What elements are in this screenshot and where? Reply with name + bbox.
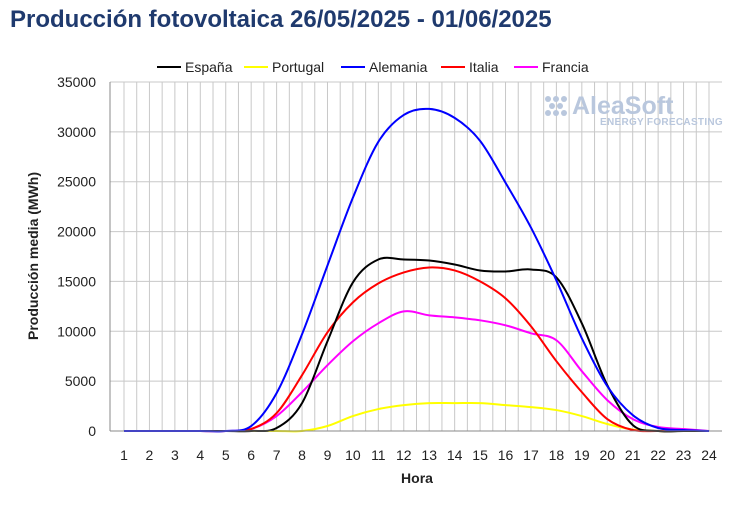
x-tick-label: 24 [701, 447, 717, 463]
logo-tagline: ENERGY FORECASTING [600, 117, 723, 128]
y-tick-label: 20000 [57, 224, 96, 240]
x-tick-label: 14 [447, 447, 463, 463]
x-tick-label: 22 [650, 447, 666, 463]
grid-lines [110, 81, 722, 432]
y-tick-label: 0 [88, 423, 96, 439]
x-tick-label: 21 [625, 447, 641, 463]
axes [109, 82, 722, 432]
x-tick-label: 5 [222, 447, 230, 463]
x-tick-label: 7 [273, 447, 281, 463]
x-tick-label: 19 [574, 447, 590, 463]
chart-title: Producción fotovoltaica 26/05/2025 - 01/… [10, 6, 552, 33]
x-tick-label: 13 [421, 447, 437, 463]
logo-dots-icon [545, 96, 567, 116]
x-tick-label: 12 [396, 447, 412, 463]
legend-label: Francia [542, 59, 589, 75]
legend-label: España [185, 59, 233, 75]
y-tick-labels: 0 5000 10000 15000 20000 25000 30000 35000 [57, 74, 96, 439]
x-tick-label: 20 [599, 447, 615, 463]
x-tick-label: 17 [523, 447, 539, 463]
legend-label: Portugal [272, 59, 324, 75]
x-tick-label: 18 [549, 447, 565, 463]
x-tick-label: 9 [324, 447, 332, 463]
y-tick-label: 10000 [57, 323, 96, 339]
x-tick-label: 15 [472, 447, 488, 463]
x-tick-label: 4 [196, 447, 204, 463]
y-axis-label: Producción media (MWh) [25, 172, 41, 340]
x-tick-label: 1 [120, 447, 128, 463]
x-tick-label: 6 [247, 447, 255, 463]
x-tick-labels: 1 2 3 4 5 6 7 8 9 10 11 12 13 14 15 16 17 18 19 20 21 22 23 24 [120, 447, 717, 463]
y-tick-label: 25000 [57, 174, 96, 190]
y-tick-label: 5000 [65, 373, 96, 389]
x-tick-label: 2 [146, 447, 154, 463]
x-tick-label: 8 [298, 447, 306, 463]
x-tick-label: 23 [676, 447, 692, 463]
x-tick-label: 10 [345, 447, 361, 463]
x-tick-label: 16 [498, 447, 514, 463]
x-tick-label: 11 [371, 447, 386, 463]
legend-label: Alemania [369, 59, 428, 75]
y-tick-label: 30000 [57, 124, 96, 140]
y-tick-label: 15000 [57, 273, 96, 289]
logo-brand: AleaSoft [572, 92, 674, 120]
aleasoft-logo: AleaSoft ENERGY FORECASTING [545, 92, 723, 128]
y-tick-label: 35000 [57, 74, 96, 90]
x-tick-label: 3 [171, 447, 179, 463]
legend-label: Italia [469, 59, 499, 75]
x-axis-label: Hora [401, 470, 433, 486]
legend: España Portugal Alemania Italia Francia [157, 59, 589, 75]
